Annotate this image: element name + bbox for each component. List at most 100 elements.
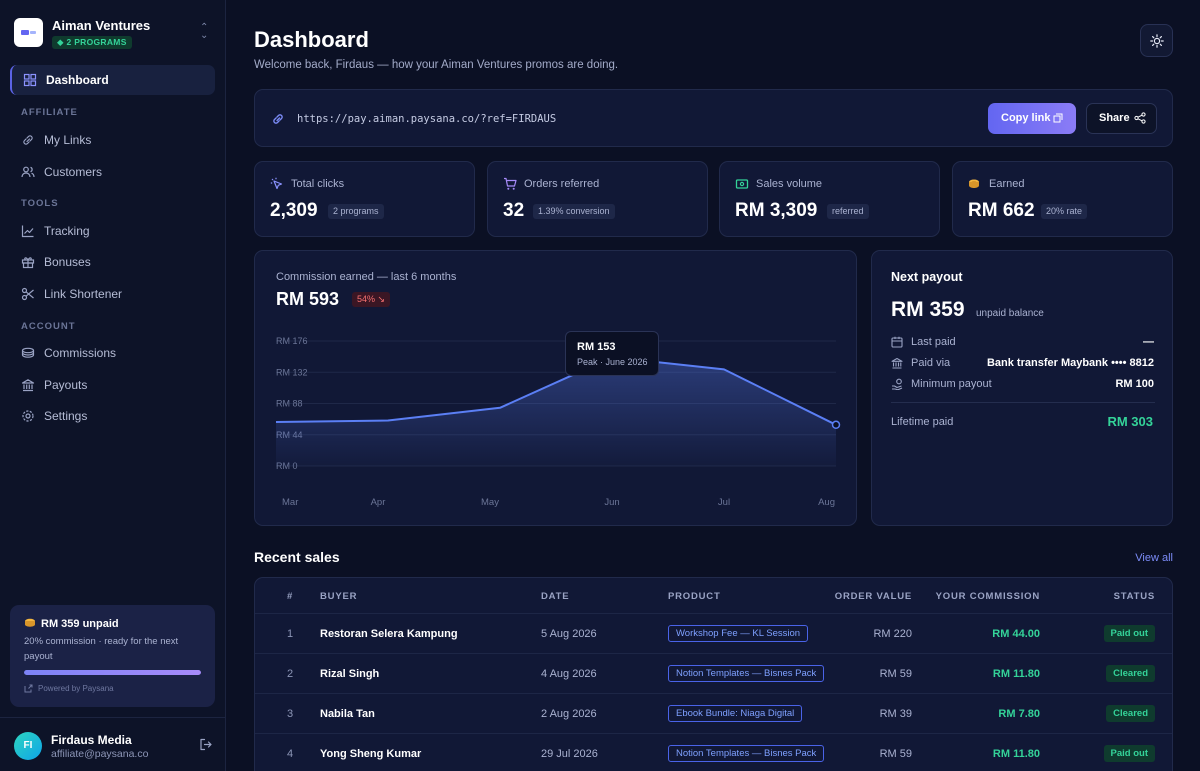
stat-label: Sales volume (756, 178, 823, 190)
row-buyer: Yong Sheng Kumar (320, 748, 422, 760)
referral-url[interactable]: https://pay.aiman.paysana.co/?ref=FIRDAU… (297, 113, 557, 125)
chart-delta-badge: 54% ↘ (352, 292, 391, 307)
column-header-buyer[interactable]: BUYER (320, 591, 358, 602)
row-product-tag[interactable]: Ebook Bundle: Niaga Digital (668, 705, 803, 722)
recent-sales-table: # BUYER DATE PRODUCT ORDER VALUE YOUR CO… (254, 577, 1173, 771)
promo-progress-fill (24, 670, 201, 675)
sidebar-item-payouts[interactable]: Payouts (10, 370, 215, 400)
share-icon (1134, 112, 1146, 124)
sidebar-item-settings[interactable]: Settings (10, 401, 215, 431)
row-product-tag[interactable]: Notion Templates — Bisnes Pack (668, 665, 825, 682)
row-commission: RM 44.00 (992, 628, 1040, 640)
user-profile[interactable]: FI Firdaus Media affiliate@paysana.co (0, 717, 226, 771)
column-header-product[interactable]: PRODUCT (668, 591, 721, 602)
gift-icon (21, 257, 35, 269)
grid-icon (23, 73, 37, 87)
status-badge: Paid out (1103, 745, 1155, 762)
sidebar-item-customers[interactable]: Customers (10, 157, 215, 187)
payout-row-value: RM 100 (1115, 378, 1154, 390)
stat-pill: 1.39% conversion (533, 204, 615, 219)
gear-icon (22, 410, 34, 422)
chart-title: Commission earned — last 6 months (276, 271, 457, 283)
sidebar-item-my-links[interactable]: My Links (10, 125, 215, 155)
page-subtitle: Welcome back, Firdaus — how your Aiman V… (254, 59, 619, 71)
promo-title: RM 359 unpaid (41, 618, 119, 630)
sidebar-item-label: My Links (44, 133, 92, 147)
stat-card-sales-volume: Sales volume RM 3,309 referred (719, 161, 940, 237)
y-tick-label: RM 132 (276, 367, 308, 377)
share-button[interactable]: Share (1086, 103, 1157, 134)
sidebar-item-bonuses[interactable]: Bonuses (10, 247, 215, 277)
sun-icon (1150, 34, 1164, 48)
status-badge: Cleared (1106, 665, 1155, 682)
copy-link-button[interactable]: Copy link (988, 103, 1076, 134)
table-row[interactable]: 4 Yong Sheng Kumar 29 Jul 2026 Notion Te… (255, 733, 1172, 771)
table-row[interactable]: 2 Rizal Singh 4 Aug 2026 Notion Template… (255, 653, 1172, 693)
lifetime-paid-value: RM 303 (1107, 414, 1153, 429)
sidebar-item-dashboard[interactable]: Dashboard (10, 65, 215, 95)
diamond-icon: ◆ (57, 37, 64, 47)
link-icon (273, 114, 283, 124)
payout-row-paid-via: Paid via Bank transfer Maybank •••• 8812 (891, 355, 1155, 371)
stat-value: 32 (503, 200, 525, 221)
tooltip-value: RM 153 (577, 341, 616, 353)
row-product-tag[interactable]: Workshop Fee — KL Session (668, 625, 809, 642)
brand-logo (14, 18, 43, 47)
sidebar-item-tracking[interactable]: Tracking (10, 216, 215, 246)
user-name: Firdaus Media (51, 733, 132, 747)
sidebar-item-label: Bonuses (44, 255, 91, 269)
row-date: 2 Aug 2026 (541, 708, 597, 720)
sidebar-item-label: Settings (44, 409, 88, 423)
bank-icon (21, 379, 35, 392)
sidebar-item-label: Customers (44, 165, 103, 179)
link-icon (23, 135, 33, 145)
nav-section-account: ACCOUNT (21, 321, 76, 332)
nav-section-affiliate: AFFILIATE (21, 107, 78, 118)
referral-link-bar: https://pay.aiman.paysana.co/?ref=FIRDAU… (254, 89, 1173, 147)
sidebar-item-label: Link Shortener (44, 287, 123, 301)
stat-value: RM 662 (968, 200, 1035, 221)
unpaid-promo-card: RM 359 unpaid 20% commission · ready for… (10, 605, 215, 707)
payout-amount: RM 359 (891, 298, 965, 321)
coins-icon (25, 618, 35, 627)
payout-title: Next payout (891, 270, 963, 284)
user-email: affiliate@paysana.co (51, 748, 149, 760)
scissors-icon (21, 287, 34, 301)
avatar: FI (14, 732, 42, 760)
column-header-date[interactable]: DATE (541, 591, 570, 602)
row-date: 4 Aug 2026 (541, 668, 597, 680)
promo-subtitle: 20% commission · ready for the next payo… (24, 636, 179, 662)
stat-label: Earned (989, 178, 1025, 190)
payout-row-label: Last paid (911, 336, 956, 348)
sidebar-item-commissions[interactable]: Commissions (10, 338, 215, 368)
logout-icon[interactable] (199, 738, 212, 751)
x-tick-label: Aug (818, 497, 835, 508)
y-tick-label: RM 176 (276, 336, 308, 346)
cart-icon (504, 177, 517, 190)
row-order-value: RM 59 (879, 748, 912, 760)
table-row[interactable]: 1 Restoran Selera Kampung 5 Aug 2026 Wor… (255, 613, 1172, 653)
page-title: Dashboard (254, 27, 369, 52)
stat-value: 2,309 (270, 200, 318, 221)
row-date: 5 Aug 2026 (541, 628, 597, 640)
chart-tooltip: RM 153 Peak · June 2026 (565, 331, 659, 376)
table-row[interactable]: 3 Nabila Tan 2 Aug 2026 Ebook Bundle: Ni… (255, 693, 1172, 733)
theme-toggle-button[interactable] (1140, 24, 1173, 57)
banknote-icon (735, 179, 749, 189)
payout-row-last-paid: Last paid — (891, 334, 1155, 350)
external-link-icon (24, 684, 33, 693)
column-header-order-value[interactable]: ORDER VALUE (834, 591, 912, 602)
data-point[interactable] (831, 420, 841, 430)
sidebar-item-link-shortener[interactable]: Link Shortener (10, 279, 215, 309)
brand-switcher[interactable]: Aiman Ventures ◆ 2 PROGRAMS ⌃ ⌄ (14, 17, 214, 49)
view-all-link[interactable]: View all (1135, 552, 1173, 564)
column-header-status[interactable]: STATUS (1113, 591, 1155, 602)
row-product-tag[interactable]: Notion Templates — Bisnes Pack (668, 745, 825, 762)
column-header-commission[interactable]: YOUR COMMISSION (935, 591, 1040, 602)
stat-card-total-clicks: Total clicks 2,309 2 programs (254, 161, 475, 237)
sidebar-item-label: Payouts (44, 378, 88, 392)
next-payout-card: Next payout RM 359 unpaid balance Last p… (871, 250, 1173, 526)
chevron-up-down-icon[interactable]: ⌃ ⌄ (200, 22, 209, 41)
x-tick-label: Mar (282, 497, 298, 508)
